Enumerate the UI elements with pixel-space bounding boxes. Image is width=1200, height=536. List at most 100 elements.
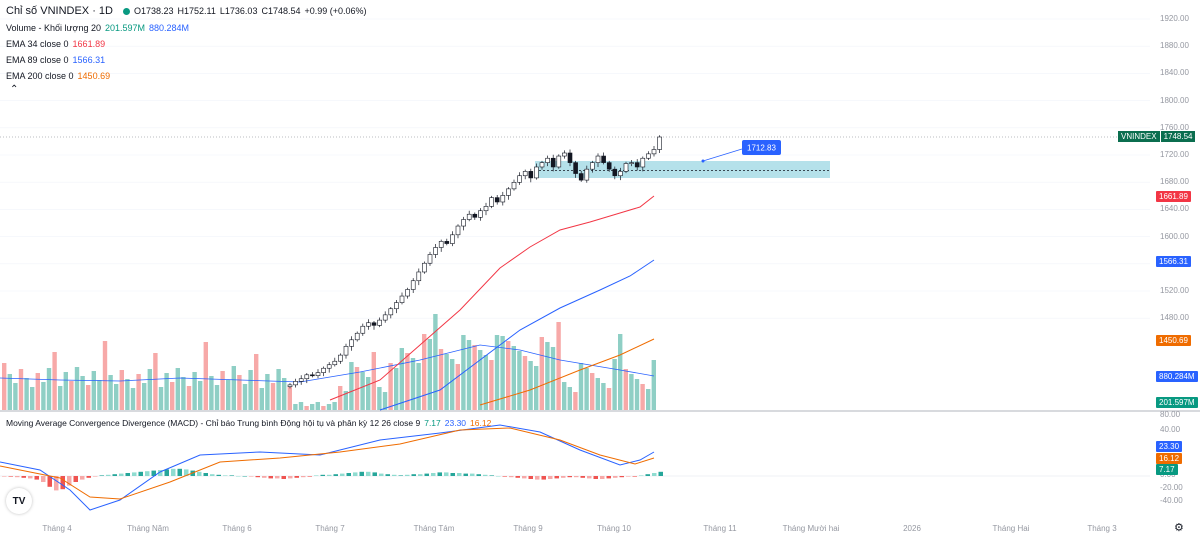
macd-hist-bar [418, 474, 423, 476]
ema200-value: 1450.69 [77, 71, 111, 81]
volume-bar [354, 367, 360, 410]
volume-bar [562, 382, 567, 410]
ema200-legend[interactable]: EMA 200 close 0 1450.69 [6, 71, 114, 81]
volume-bar [293, 404, 298, 410]
volume-legend[interactable]: Volume - Khối lượng 20 201.597M 880.284M [6, 23, 193, 33]
price-tick-label: 1880.00 [1160, 41, 1189, 51]
macd-tick-label: -40.00 [1160, 496, 1183, 505]
macd-hist-bar [632, 476, 637, 477]
volume-bar [511, 346, 516, 410]
volume-bar [338, 386, 343, 410]
candle [578, 173, 584, 181]
symbol-legend[interactable]: Chỉ số VNINDEX · 1D O1738.23 H1752.11 L1736… [6, 5, 371, 17]
macd-hist-bar [619, 476, 624, 478]
volume-bar [209, 376, 214, 410]
macd-hist-bar [54, 476, 59, 491]
volume-bar [114, 384, 119, 410]
volume-bar [377, 387, 382, 410]
volume-bar [142, 383, 147, 410]
macd-hist-bar [314, 475, 319, 476]
candle [354, 332, 360, 341]
macd-hist-bar [658, 471, 663, 476]
macd-hist-bar [106, 474, 111, 476]
volume-bar [623, 369, 628, 410]
macd-hist-bar [411, 474, 416, 476]
volume-bar [287, 387, 292, 410]
candle [657, 136, 662, 150]
candle [298, 378, 304, 382]
time-tick-label: Tháng 7 [315, 524, 345, 533]
candle [422, 262, 427, 273]
volume-bar [584, 368, 589, 410]
macd-hist-bar [457, 473, 462, 476]
candle [287, 384, 293, 387]
time-tick-label: Tháng 9 [513, 524, 543, 533]
candle [293, 381, 298, 386]
macd-tick-label: 40.00 [1160, 425, 1181, 434]
macd-hist-bar [567, 476, 572, 478]
macd-hist-bar [216, 474, 221, 476]
ema34-legend[interactable]: EMA 34 close 0 1661.89 [6, 39, 109, 49]
tradingview-logo[interactable]: TV [6, 488, 32, 514]
volume-bar [394, 368, 399, 410]
volume-bar [517, 351, 522, 410]
volume-bar [248, 370, 253, 410]
ema200-line [479, 338, 655, 406]
price-tick-label: 1640.00 [1160, 204, 1189, 214]
candle [394, 302, 399, 310]
candle [304, 374, 310, 380]
volume-bar [438, 349, 444, 410]
macd-hist-bar [132, 472, 137, 476]
volume-bar [444, 354, 449, 410]
ema89-label: EMA 89 close 0 [6, 55, 69, 65]
settings-gear-icon[interactable]: ⚙ [1174, 522, 1184, 534]
volume-bar [203, 342, 208, 410]
volume-bar [506, 341, 511, 410]
macd-hist-bar [398, 475, 403, 476]
volume-bar [181, 377, 186, 410]
vnindex-badge: VNINDEX 1748.54 [1118, 131, 1196, 142]
volume-bar [58, 386, 63, 410]
candle [522, 171, 528, 177]
candle [489, 197, 494, 207]
symbol-name[interactable]: Chỉ số VNINDEX · 1D [6, 5, 113, 17]
macd-hist-bar [99, 475, 104, 476]
ema89-legend[interactable]: EMA 89 close 0 1566.31 [6, 55, 109, 65]
price-tick-label: 1840.00 [1160, 68, 1189, 78]
macd-hist-bar [522, 476, 527, 479]
candle [550, 157, 556, 168]
macd-hist-bar [652, 473, 657, 476]
volume-ma-badge: 880.284M [1156, 371, 1198, 382]
macd-hist-bar [164, 469, 169, 476]
ohlc-change: +0.99 (+0.06%) [304, 6, 367, 16]
volume-bar [640, 384, 645, 410]
candle [444, 241, 450, 244]
collapse-legend-icon[interactable]: ⌃ [10, 84, 19, 95]
volume-bar [646, 389, 651, 410]
time-tick-label: Tháng Tám [413, 524, 455, 533]
candle [483, 206, 489, 212]
volume-bar [410, 358, 416, 410]
macd-hist-bar [281, 476, 286, 479]
macd-hist-bar [606, 476, 611, 479]
volume-bar [360, 372, 365, 410]
ema89-value: 1566.31 [72, 55, 106, 65]
macd-hist-bar [171, 468, 176, 476]
volume-bar [254, 354, 259, 410]
ema200-label: EMA 200 close 0 [6, 71, 74, 81]
ohlc-high: H1752.11 [177, 6, 216, 16]
macd-hist-bar [483, 474, 488, 476]
candle [651, 149, 657, 155]
volume-bar [629, 374, 634, 410]
volume-bar [24, 378, 29, 410]
candle [461, 219, 466, 227]
volume-bar [382, 392, 388, 410]
macd-legend[interactable]: Moving Average Convergence Divergence (M… [6, 418, 495, 428]
volume-bar [80, 376, 85, 410]
price-tick-label: 1720.00 [1160, 150, 1189, 159]
candle [629, 162, 634, 164]
candle [646, 153, 651, 159]
ema34-badge: 1661.89 [1156, 191, 1191, 202]
volume-bar [97, 380, 102, 410]
